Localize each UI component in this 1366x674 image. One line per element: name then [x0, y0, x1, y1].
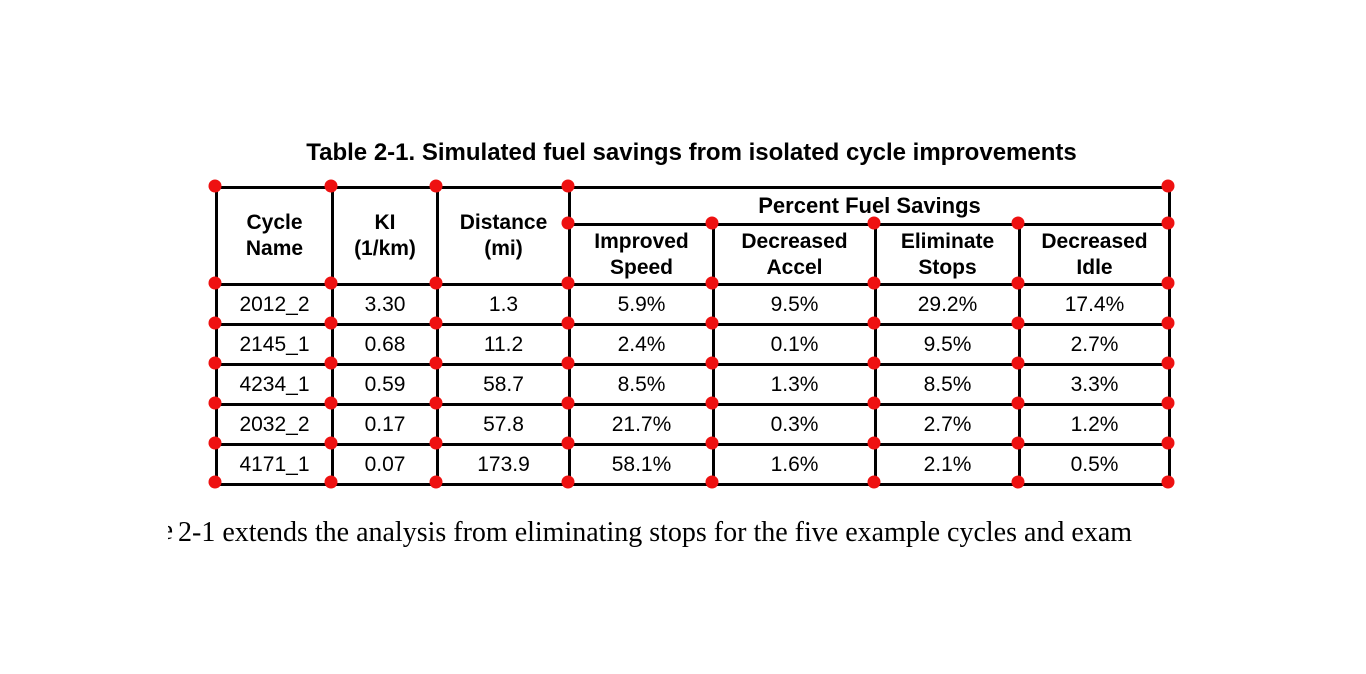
- cell-decreased-idle: 17.4%: [1017, 283, 1172, 326]
- table-row: 2145_1 0.68 11.2 2.4% 0.1% 9.5% 2.7%: [215, 323, 1172, 366]
- cell-cycle-name: 4234_1: [215, 363, 334, 406]
- cell-cycle-name: 2145_1: [215, 323, 334, 366]
- header-line: KI: [374, 211, 396, 234]
- cell-improved-speed: 5.9%: [568, 283, 715, 326]
- header-line: Cycle: [246, 211, 303, 234]
- header-line: Stops: [918, 255, 977, 279]
- col-group-header-percent-fuel-savings: Percent Fuel Savings: [567, 186, 1172, 226]
- cell-eliminate-stops: 2.7%: [874, 403, 1021, 446]
- cell-distance: 57.8: [436, 403, 571, 446]
- sub-header-eliminate-stops: Eliminate Stops: [874, 223, 1021, 286]
- cell-eliminate-stops: 29.2%: [874, 283, 1021, 326]
- cell-eliminate-stops: 2.1%: [874, 443, 1021, 486]
- cell-decreased-accel: 1.6%: [712, 443, 877, 486]
- header-line: Eliminate: [900, 229, 995, 253]
- cell-decreased-accel: 0.1%: [712, 323, 877, 366]
- cell-ki: 0.59: [331, 363, 439, 406]
- cell-cycle-name: 4171_1: [215, 443, 334, 486]
- cell-cycle-name: 2012_2: [215, 283, 334, 326]
- cell-ki: 0.17: [331, 403, 439, 446]
- cell-eliminate-stops: 9.5%: [874, 323, 1021, 366]
- cell-eliminate-stops: 8.5%: [874, 363, 1021, 406]
- fuel-savings-table: Cycle Name KI (1/km) Distance (mi) Perce…: [215, 186, 1172, 486]
- sub-header-decreased-accel: Decreased Accel: [712, 223, 877, 286]
- header-line: Decreased: [1041, 229, 1148, 253]
- header-line: Speed: [609, 255, 674, 279]
- table-row: 2012_2 3.30 1.3 5.9% 9.5% 29.2% 17.4%: [215, 283, 1172, 326]
- sub-header-decreased-idle: Decreased Idle: [1017, 223, 1172, 286]
- cell-distance: 11.2: [436, 323, 571, 366]
- cell-ki: 0.07: [331, 443, 439, 486]
- header-line: (1/km): [354, 237, 416, 260]
- col-header-distance: Distance (mi): [436, 186, 571, 286]
- body-paragraph-text: 2-1 extends the analysis from eliminatin…: [178, 517, 1133, 548]
- cell-decreased-idle: 2.7%: [1017, 323, 1172, 366]
- header-line: (mi): [484, 237, 523, 260]
- table-row: 4234_1 0.59 58.7 8.5% 1.3% 8.5% 3.3%: [215, 363, 1172, 406]
- clipped-letter-fragment: e: [168, 514, 173, 548]
- cell-improved-speed: 21.7%: [568, 403, 715, 446]
- table-row: 4171_1 0.07 173.9 58.1% 1.6% 2.1% 0.5%: [215, 443, 1172, 486]
- header-line: Improved: [594, 229, 689, 253]
- cell-distance: 173.9: [436, 443, 571, 486]
- cell-distance: 58.7: [436, 363, 571, 406]
- cell-decreased-idle: 0.5%: [1017, 443, 1172, 486]
- cell-improved-speed: 2.4%: [568, 323, 715, 366]
- header-line: Accel: [766, 255, 823, 279]
- cell-improved-speed: 58.1%: [568, 443, 715, 486]
- header-line: Decreased: [741, 229, 848, 253]
- cell-ki: 0.68: [331, 323, 439, 366]
- cell-decreased-accel: 0.3%: [712, 403, 877, 446]
- cell-ki: 3.30: [331, 283, 439, 326]
- header-line: Distance: [459, 211, 548, 234]
- cell-decreased-idle: 1.2%: [1017, 403, 1172, 446]
- col-header-ki: KI (1/km): [331, 186, 439, 286]
- header-line: Name: [245, 237, 304, 260]
- cell-distance: 1.3: [436, 283, 571, 326]
- cell-decreased-accel: 9.5%: [712, 283, 877, 326]
- cell-cycle-name: 2032_2: [215, 403, 334, 446]
- cell-decreased-accel: 1.3%: [712, 363, 877, 406]
- table-row: 2032_2 0.17 57.8 21.7% 0.3% 2.7% 1.2%: [215, 403, 1172, 446]
- col-header-cycle-name: Cycle Name: [215, 186, 334, 286]
- cell-decreased-idle: 3.3%: [1017, 363, 1172, 406]
- cell-improved-speed: 8.5%: [568, 363, 715, 406]
- header-line: Idle: [1076, 255, 1113, 279]
- body-paragraph: e2-1 extends the analysis from eliminati…: [168, 514, 1132, 550]
- sub-header-improved-speed: Improved Speed: [568, 223, 715, 286]
- table-caption: Table 2-1. Simulated fuel savings from i…: [306, 139, 1077, 166]
